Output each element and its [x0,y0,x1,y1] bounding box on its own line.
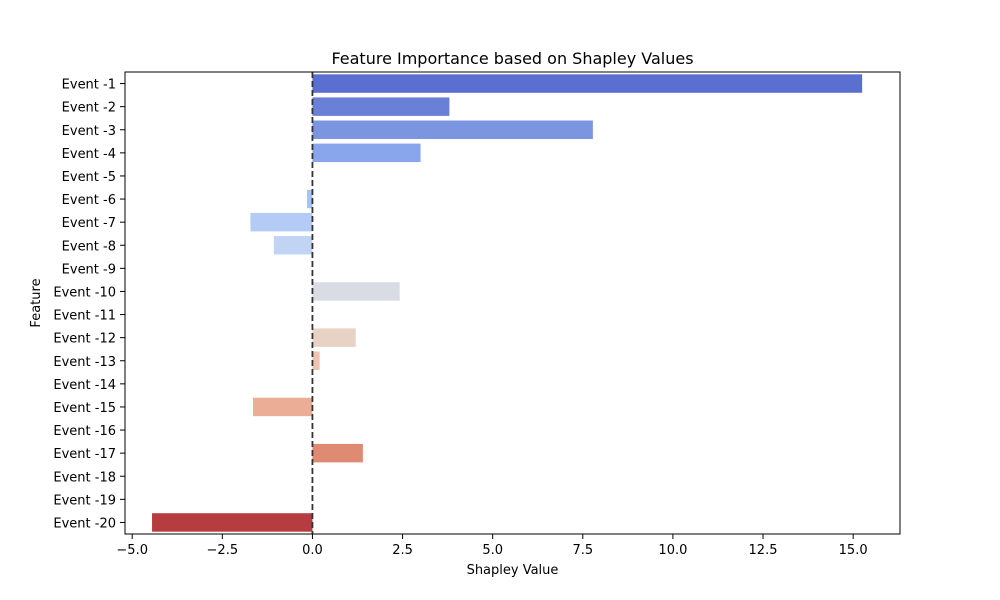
x-tick-label: 0.0 [302,543,323,558]
y-tick-label: Event -12 [53,332,116,347]
bar-12 [312,328,356,347]
x-axis-ticks: −5.0 −2.5 0.0 2.5 5.0 7.5 10.0 12.5 15.0 [116,534,868,558]
bar-2 [312,97,450,116]
y-tick-label: Event -14 [53,378,116,393]
y-axis-ticks: Event -1 Event -2 Event -3 Event -4 Event -5… [53,78,125,531]
plot-frame [124,71,901,535]
bar-20 [152,513,313,532]
y-tick-label: Event -13 [53,355,116,370]
bars-layer [152,74,863,532]
y-tick-label: Event -8 [62,239,116,254]
bar-3 [312,120,593,139]
bar-1 [312,74,863,93]
y-tick-label: Event -3 [62,124,116,139]
bar-15 [252,397,313,417]
y-tick-label: Event -15 [53,401,116,416]
y-tick-label: Event -19 [53,493,116,508]
x-tick-label: 2.5 [392,543,413,558]
x-tick-label: −2.5 [207,543,239,558]
y-tick-label: Event -6 [62,193,116,208]
y-axis-title: Feature [29,278,44,327]
x-tick-label: 5.0 [482,543,503,558]
y-tick-label: Event -1 [62,78,116,93]
y-tick-label: Event -5 [62,170,116,185]
x-tick-label: 10.0 [658,543,687,558]
bar-7 [250,212,313,232]
x-tick-label: 7.5 [572,543,593,558]
y-tick-label: Event -7 [62,216,116,231]
y-tick-label: Event -4 [62,147,116,162]
bar-10 [312,282,400,301]
bar-4 [312,143,421,163]
bar-17 [312,443,363,463]
x-tick-label: 12.5 [749,543,778,558]
x-axis-title: Shapley Value [467,563,559,578]
y-tick-label: Event -2 [62,101,116,116]
y-tick-label: Event -9 [62,262,116,277]
y-tick-label: Event -16 [53,424,116,439]
y-tick-label: Event -18 [53,470,116,485]
bar-8 [273,236,313,255]
chart-title: Feature Importance based on Shapley Valu… [331,49,693,68]
y-tick-label: Event -20 [53,516,116,531]
bar-6 [307,189,313,209]
x-tick-label: 15.0 [839,543,868,558]
y-tick-label: Event -11 [53,309,116,324]
x-tick-label: −5.0 [116,543,148,558]
bar-13 [312,351,320,370]
y-tick-label: Event -17 [53,447,116,462]
y-tick-label: Event -10 [53,285,116,300]
